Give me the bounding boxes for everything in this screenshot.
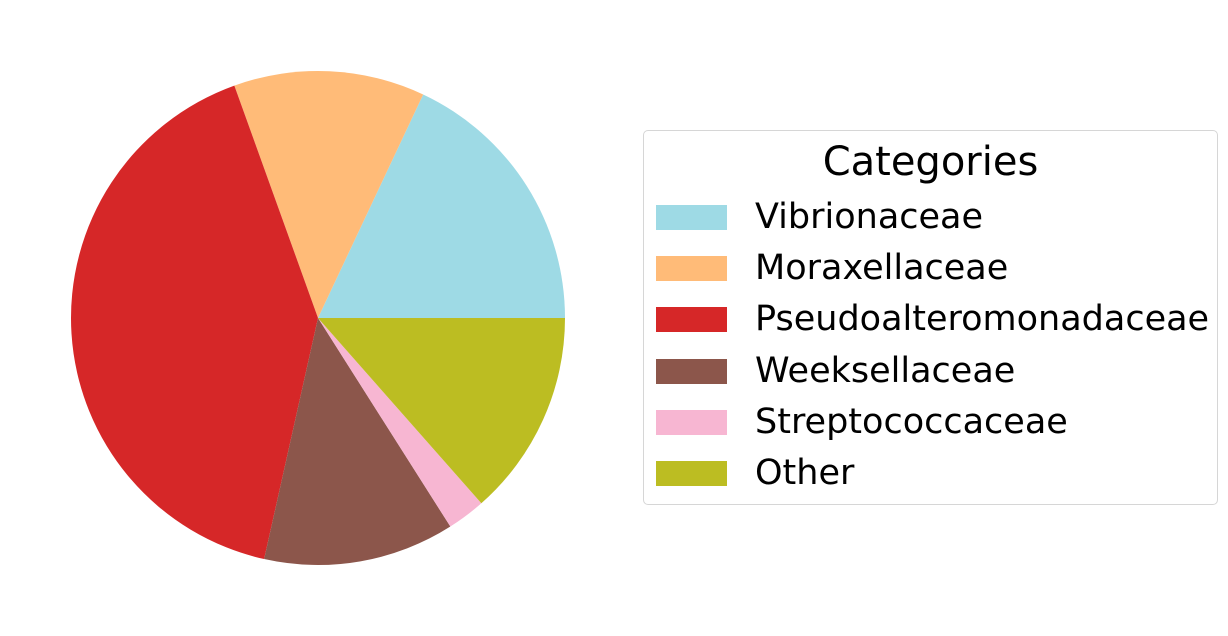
legend-label: Weeksellaceae [755,351,1016,391]
legend-item-pseudoalteromonadaceae: Pseudoalteromonadaceae [656,299,1209,339]
legend-item-other: Other [656,453,854,493]
legend-label: Pseudoalteromonadaceae [755,299,1210,339]
legend-swatch [656,255,727,281]
legend-item-weeksellaceae: Weeksellaceae [656,351,1015,391]
legend-swatch [656,460,727,486]
legend-swatch [656,358,727,384]
legend-item-streptococcaceae: Streptococcaceae [656,402,1068,442]
pie-slice-streptococcaceae [318,318,482,527]
chart-legend: Categories Vibrionaceae Moraxellaceae Ps… [643,130,1218,505]
pie-slice-vibrionaceae [318,94,565,319]
pie-slice-weeksellaceae [264,318,451,565]
pie-slices [71,71,565,565]
pie-chart [71,71,565,565]
legend-title: Categories [822,139,1039,185]
legend-swatch [656,409,727,435]
pie-slice-other [318,318,565,504]
pie-slice-pseudoalteromonadaceae [71,85,318,560]
legend-item-moraxellaceae: Moraxellaceae [656,248,1008,288]
legend-label: Streptococcaceae [755,402,1068,442]
legend-label: Moraxellaceae [755,248,1009,288]
legend-label: Vibrionaceae [755,197,984,237]
legend-swatch [656,306,727,332]
legend-item-vibrionaceae: Vibrionaceae [656,197,983,237]
pie-slice-moraxellaceae [234,71,424,318]
legend-swatch [656,204,727,230]
legend-label: Other [755,453,855,493]
